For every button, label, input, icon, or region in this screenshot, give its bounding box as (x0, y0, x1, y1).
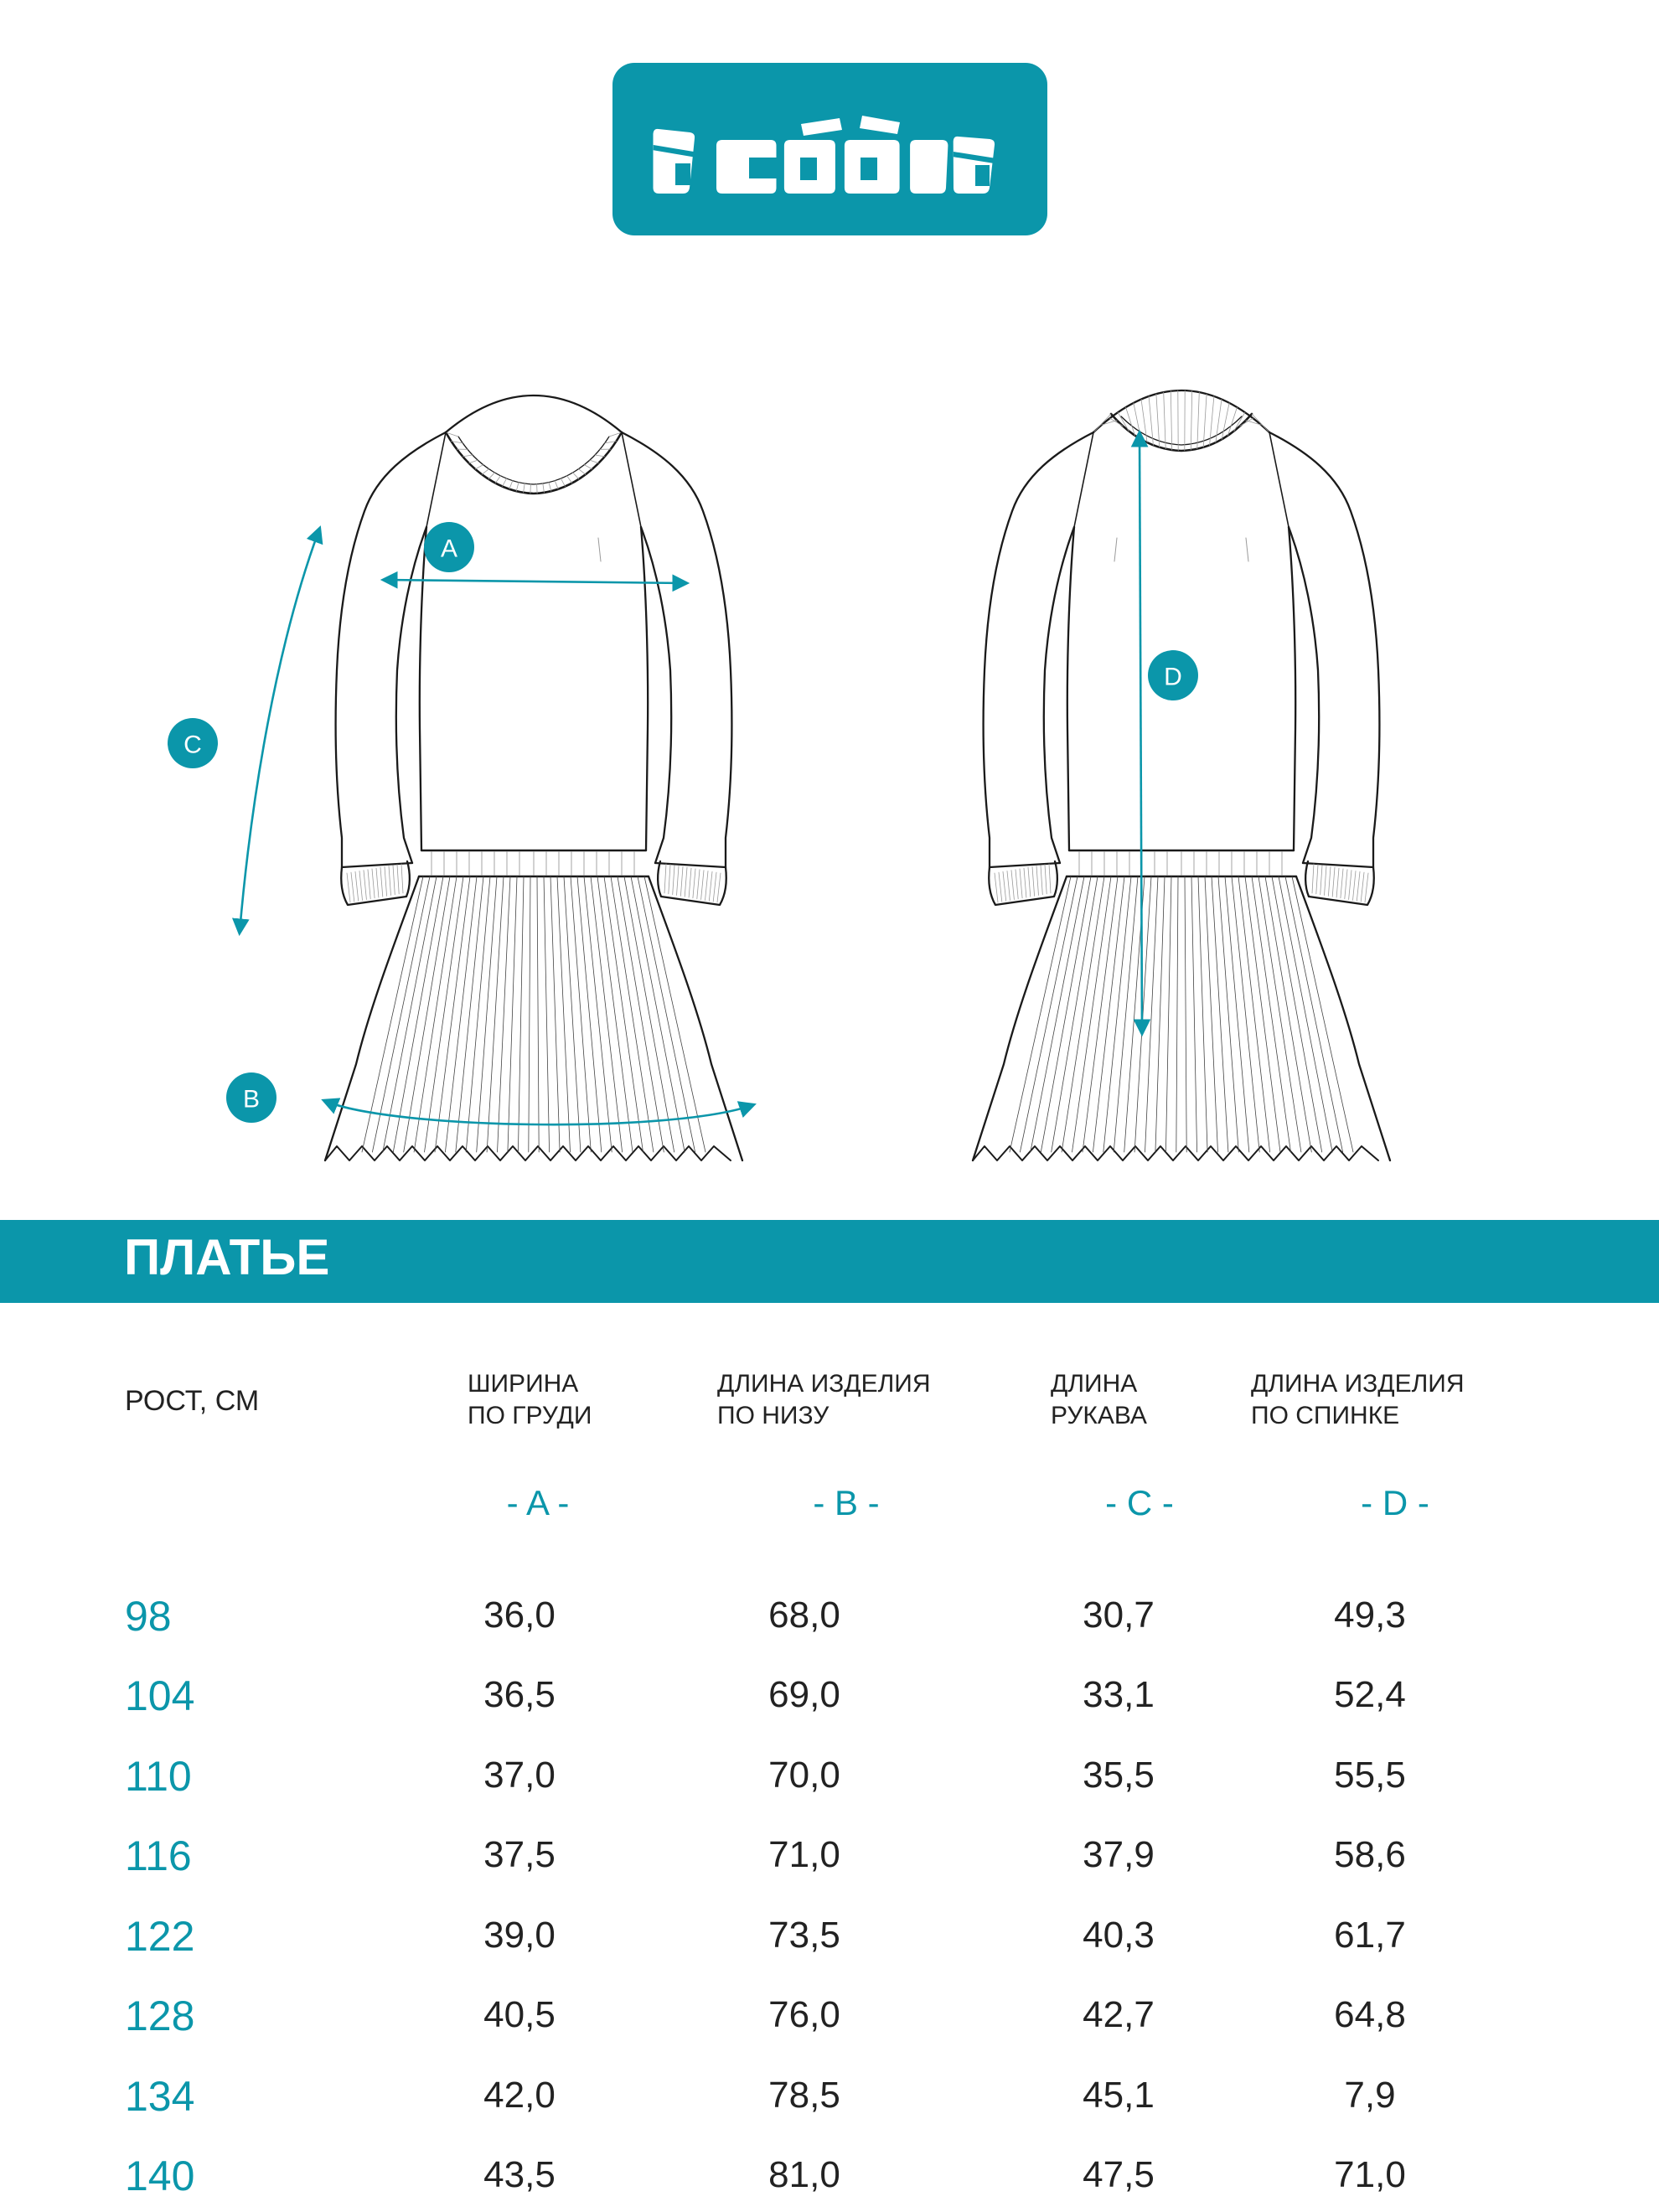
svg-text:C: C (183, 731, 202, 759)
svg-text:A: A (441, 535, 457, 563)
svg-text:B: B (243, 1086, 260, 1114)
svg-text:D: D (1164, 664, 1182, 691)
